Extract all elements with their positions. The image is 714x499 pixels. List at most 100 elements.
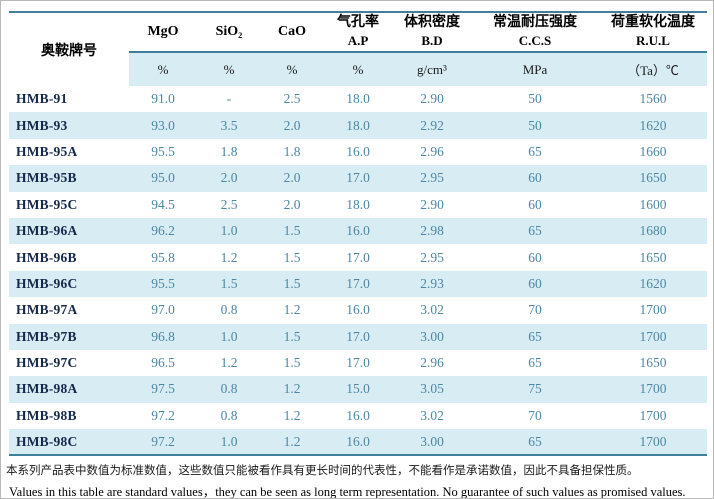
table-row: HMB-98A 97.5 0.8 1.2 15.0 3.05 75 1700 [9,376,707,403]
value-cell: 3.00 [420,328,444,344]
value-cell: 2.0 [220,170,238,186]
row-brand-label: HMB-97B [16,328,77,344]
column-header-refractoriness-under-load: 荷重软化温度 R.U.L [599,12,707,53]
column-header-apparent-porosity: 气孔率 A.P [323,12,393,53]
table-row: HMB-97C 96.5 1.2 1.5 17.0 2.96 65 1650 [9,350,707,376]
value-cell: 2.0 [283,196,301,212]
value-cell: 91.0 [151,91,175,107]
column-header-abbr: R.U.L [636,32,670,48]
value-cell: 2.95 [420,170,444,186]
table-row: HMB-98C 97.2 1.0 1.2 16.0 3.00 65 1700 [9,429,707,456]
column-header-abbr: B.D [421,32,443,48]
unit-cell: MPa [471,52,599,86]
table-row: HMB-93 93.0 3.5 2.0 18.0 2.92 50 1620 [9,112,707,139]
value-cell: 3.5 [220,117,238,133]
value-cell: 2.0 [283,117,301,133]
value-cell: 70 [528,407,542,423]
row-brand-label: HMB-93 [16,117,68,133]
value-cell: 1.8 [220,143,238,159]
unit-cell: （Ta）℃ [599,52,707,86]
value-cell: 1.2 [283,302,301,318]
value-cell: 65 [528,433,542,449]
table-row: HMB-98B 97.2 0.8 1.2 16.0 3.02 70 1700 [9,403,707,429]
unit-cell: % [129,52,197,86]
value-cell: 1.5 [283,249,301,265]
value-cell: 1620 [639,275,667,291]
table-body: HMB-91 91.0 - 2.5 18.0 2.90 50 1560 HMB-93 93.0 3.… [9,86,707,456]
unit-cell: % [261,52,323,86]
row-brand-label: HMB-97A [16,302,78,318]
value-cell: 65 [528,355,542,371]
value-cell: 93.0 [151,117,175,133]
value-cell: 50 [528,91,542,107]
value-cell: 65 [528,143,542,159]
value-cell: 17.0 [346,249,370,265]
table-row: HMB-95C 94.5 2.5 2.0 18.0 2.90 60 1600 [9,192,707,218]
product-spec-table: 奥鞍牌号 MgO SiO₂ CaO 气孔率 A.P 体积密度 B.D [9,11,707,457]
value-cell: 18.0 [346,91,370,107]
column-header-label: MgO [147,24,179,39]
value-cell: 3.00 [420,433,444,449]
brand-column-header: 奥鞍牌号 [9,12,129,86]
value-cell: 96.2 [151,223,175,239]
row-brand-label: HMB-98C [16,433,78,449]
value-cell: 1.5 [283,275,301,291]
footnote-english: Values in this table are standard values… [9,485,686,499]
column-header-label: 体积密度 [404,14,460,30]
value-cell: 1680 [639,223,667,239]
unit-cell: % [197,52,261,86]
value-cell: 1700 [639,381,667,397]
value-cell: 60 [528,170,542,186]
column-header-label: CaO [278,24,306,39]
value-cell: 2.96 [420,143,444,159]
value-cell: 2.5 [283,91,301,107]
column-header-label: 气孔率 [337,14,379,30]
value-cell: 60 [528,196,542,212]
value-cell: 2.98 [420,223,444,239]
value-cell: 1650 [639,170,667,186]
value-cell: 17.0 [346,275,370,291]
value-cell: 94.5 [151,196,175,212]
value-cell: 1650 [639,249,667,265]
table-row: HMB-96C 95.5 1.5 1.5 17.0 2.93 60 1620 [9,270,707,298]
value-cell: 97.5 [151,381,175,397]
row-brand-label: HMB-98A [16,381,78,397]
row-brand-label: HMB-96A [16,223,78,239]
value-cell: 65 [528,328,542,344]
table-row: HMB-95B 95.0 2.0 2.0 17.0 2.95 60 1650 [9,165,707,192]
value-cell: 97.0 [151,302,175,318]
value-cell: 1.0 [220,433,238,449]
value-cell: 1620 [639,117,667,133]
value-cell: 1.5 [283,223,301,239]
value-cell: 0.8 [220,302,238,318]
column-header-cold-crushing-strength: 常温耐压强度 C.C.S [471,12,599,53]
value-cell: 1700 [639,302,667,318]
table-row: HMB-91 91.0 - 2.5 18.0 2.90 50 1560 [9,86,707,112]
value-cell: 75 [528,381,542,397]
value-cell: 1.2 [283,381,301,397]
value-cell: 18.0 [346,196,370,212]
unit-cell: % [323,52,393,86]
value-cell: 60 [528,275,542,291]
unit-row: % % % % g/cm³ MPa （Ta）℃ [9,52,707,86]
column-header-abbr: C.C.S [518,32,552,48]
value-cell: 17.0 [346,355,370,371]
column-header-label: SiO₂ [215,24,243,39]
value-cell: 16.0 [346,223,370,239]
value-cell: 97.2 [151,433,175,449]
value-cell: 1.8 [283,143,301,159]
value-cell: 1.5 [220,275,238,291]
value-cell: 1700 [639,433,667,449]
value-cell: 96.5 [151,355,175,371]
table-row: HMB-95A 95.5 1.8 1.8 16.0 2.96 65 1660 [9,139,707,165]
value-cell: 18.0 [346,117,370,133]
value-cell: 1.2 [283,433,301,449]
row-brand-label: HMB-97C [16,355,78,371]
value-cell: 2.93 [420,275,444,291]
column-header-mgo: MgO [129,12,197,53]
value-cell: 16.0 [346,433,370,449]
value-cell: 1.5 [283,328,301,344]
value-cell: 2.90 [420,91,444,107]
value-cell: 16.0 [346,302,370,318]
